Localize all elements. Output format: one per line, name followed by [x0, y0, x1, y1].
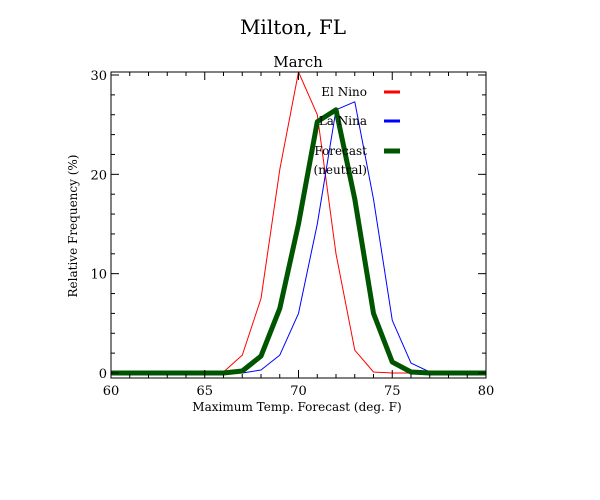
- chart-title: Milton, FL: [240, 15, 346, 39]
- y-tick-label: 20: [90, 168, 107, 183]
- x-tick-label: 75: [384, 384, 401, 399]
- tick-labels: 60 65 70 75 80 0 10 20 30: [90, 69, 494, 399]
- plot-frame: [110, 71, 487, 379]
- y-axis-label: Relative Frequency (%): [66, 155, 80, 298]
- y-tick-label: 10: [90, 268, 107, 283]
- x-tick-label: 80: [478, 384, 495, 399]
- legend-label-forecast: Forecast: [314, 144, 367, 158]
- y-tick-label: 30: [90, 69, 107, 84]
- legend: El Nino La Nina Forecast (neutral): [314, 85, 400, 177]
- y-tick-label: 0: [99, 367, 107, 382]
- chart-subtitle: March: [273, 53, 323, 71]
- legend-label-forecast: (neutral): [314, 163, 367, 177]
- x-axis-label: Maximum Temp. Forecast (deg. F): [192, 400, 401, 414]
- series-line-la-nina: [111, 101, 486, 374]
- legend-label-el-nino: El Nino: [321, 85, 367, 99]
- axis-ticks: [110, 72, 487, 378]
- x-tick-label: 60: [103, 384, 120, 399]
- x-tick-label: 65: [196, 384, 213, 399]
- series-layer: [111, 71, 486, 376]
- series-line-forecast: [111, 107, 486, 376]
- x-tick-label: 70: [290, 384, 307, 399]
- legend-label-la-nina: La Nina: [319, 114, 367, 128]
